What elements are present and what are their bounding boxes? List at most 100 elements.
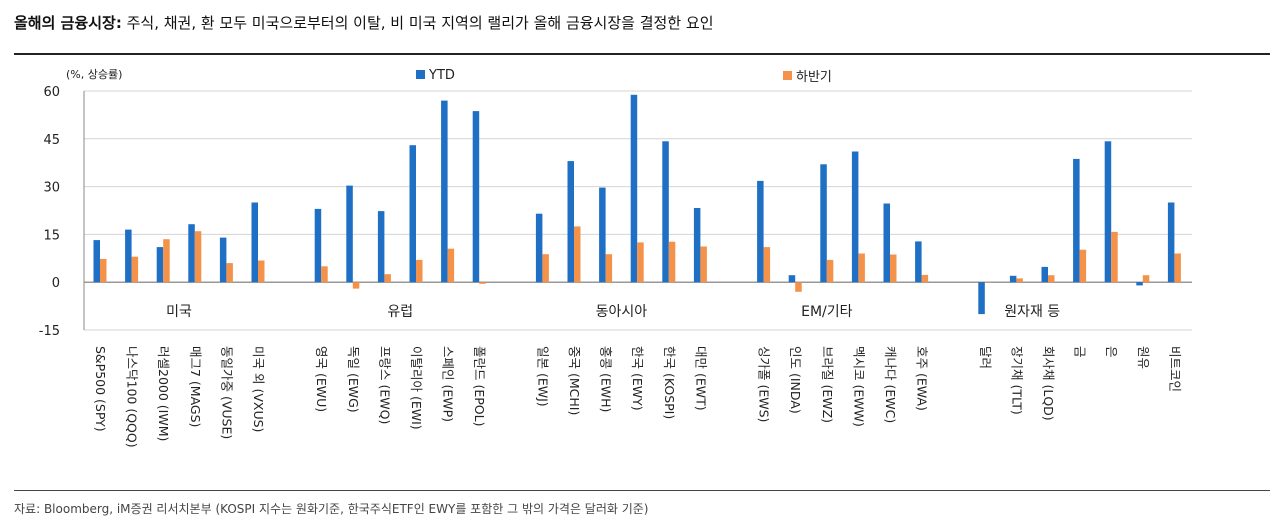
bar-h2 [100, 258, 107, 283]
category-label: 프랑스 (EWQ) [377, 346, 392, 424]
bar-h2 [574, 226, 581, 283]
category-label: 브라질 (EWZ) [820, 346, 835, 423]
bar-ytd [915, 241, 922, 283]
bar-h2 [1142, 275, 1150, 283]
bar-ytd [567, 161, 574, 283]
bar-h2 [668, 241, 676, 283]
category-label: 캐나다 (EWC) [883, 346, 898, 423]
bar-ytd [314, 208, 322, 283]
y-axis-unit: (%, 상승률) [66, 68, 122, 81]
bar-h2 [194, 231, 202, 283]
figure-title-bold: 올해의 금융시장: [14, 14, 122, 32]
bar-h2 [1111, 231, 1118, 283]
legend-ytd-swatch [416, 70, 425, 79]
bar-ytd [851, 151, 859, 283]
category-label: 비트코인 [1167, 346, 1182, 392]
bar-h2 [605, 254, 613, 283]
bar-h2 [984, 282, 992, 283]
category-label: 멕시코 (EWW) [851, 346, 866, 427]
category-label: S&P500 (SPY) [93, 346, 108, 432]
group-label: 유럽 [387, 304, 413, 320]
bar-ytd [1136, 282, 1143, 286]
bar-ytd [377, 211, 385, 283]
bar-h2 [131, 256, 139, 283]
bar-h2 [321, 266, 328, 283]
bar-ytd [1073, 158, 1080, 283]
bar-ytd [1009, 275, 1017, 283]
bar-h2 [921, 274, 929, 283]
bar-h2 [163, 239, 170, 283]
bar-h2 [479, 282, 486, 284]
bar-ytd [1167, 202, 1175, 283]
y-tick-label: -15 [39, 324, 60, 339]
bar-ytd [662, 141, 669, 283]
category-label: 러셀2000 (IWM) [156, 346, 171, 441]
bar-ytd [820, 164, 827, 283]
category-label: 중국 (MCHI) [567, 346, 582, 415]
bar-h2 [1174, 253, 1181, 283]
bar-ytd [599, 187, 606, 283]
category-label: 회사채 (LQD) [1041, 346, 1056, 421]
bar-h2 [542, 254, 549, 283]
category-label: 홍콩 (EWH) [599, 346, 614, 412]
category-label: 이탈리아 (EWI) [409, 346, 424, 430]
bar-ytd [630, 94, 638, 283]
bar-h2 [226, 263, 233, 283]
bar-ytd [409, 145, 416, 283]
bar-ytd [978, 282, 985, 315]
bar-h2 [858, 253, 865, 283]
bar-ytd [125, 229, 132, 283]
figure-title: 올해의 금융시장: 주식, 채권, 환 모두 미국으로부터의 이탈, 비 미국 … [14, 12, 714, 33]
bar-ytd [156, 247, 164, 283]
bar-ytd [788, 275, 796, 283]
top-rule [14, 53, 1270, 55]
y-tick-label: 45 [43, 133, 60, 148]
bottom-rule [14, 490, 1270, 491]
grid-layer [83, 90, 1192, 331]
bar-h2 [258, 260, 265, 283]
category-label: 매그7 (MAGS) [188, 346, 203, 427]
category-label: 장기채 (TLT) [1009, 346, 1024, 415]
category-label: 싱가폴 (EWS) [757, 346, 772, 422]
y-tick-label: 30 [43, 181, 60, 196]
label-layer: 60 45 30 15 0 -15 미국 유럽 동아시아 EM/기타 원자재 등 S&P500 (SP… [39, 85, 1183, 448]
bar-h2 [795, 282, 802, 292]
bar-h2 [637, 242, 644, 283]
bar-chart: 60 45 30 15 0 -15 미국 유럽 동아시아 EM/기타 원자재 등 S&P500 (SP… [39, 68, 1192, 448]
legend-ytd-label: YTD [428, 68, 455, 83]
bar-h2 [352, 282, 360, 289]
bar-ytd [93, 240, 100, 283]
bar-h2 [447, 248, 455, 283]
bar-ytd [188, 224, 195, 283]
category-label: 미국 외 (VXUS) [251, 346, 266, 432]
bar-ytd [693, 208, 701, 283]
bar-ytd [441, 100, 448, 283]
legend-h2-label: 하반기 [796, 70, 832, 85]
bar-h2 [384, 274, 391, 283]
category-label: 스페인 (EWP) [441, 346, 456, 422]
bar-h2 [763, 247, 771, 283]
bar-ytd [346, 185, 353, 283]
category-label: 한국 (EWY) [630, 346, 645, 411]
category-label: 한국 (KOSPI) [662, 346, 677, 419]
bar-ytd [1041, 266, 1048, 283]
bar-ytd [757, 180, 764, 283]
category-label: 호주 (EWA) [915, 346, 930, 411]
bar-h2 [1079, 249, 1087, 283]
figure-title-rest: 주식, 채권, 환 모두 미국으로부터의 이탈, 비 미국 지역의 랠리가 올해… [121, 14, 714, 32]
y-tick-label: 15 [43, 228, 60, 243]
group-label: EM/기타 [801, 304, 853, 320]
group-label: 원자재 등 [1004, 304, 1060, 320]
bar-h2 [416, 259, 423, 283]
bar-ytd [219, 237, 227, 283]
bar-layer [93, 94, 1181, 315]
bar-ytd [1104, 141, 1112, 283]
legend-h2-swatch [783, 71, 792, 80]
bar-ytd [883, 203, 890, 283]
group-label: 미국 [166, 304, 192, 320]
category-label: 독일 (EWG) [346, 346, 361, 413]
bar-h2 [826, 259, 834, 283]
bar-h2 [890, 254, 897, 283]
y-tick-label: 0 [52, 276, 60, 291]
category-label: 폴란드 (EPOL) [472, 346, 487, 426]
